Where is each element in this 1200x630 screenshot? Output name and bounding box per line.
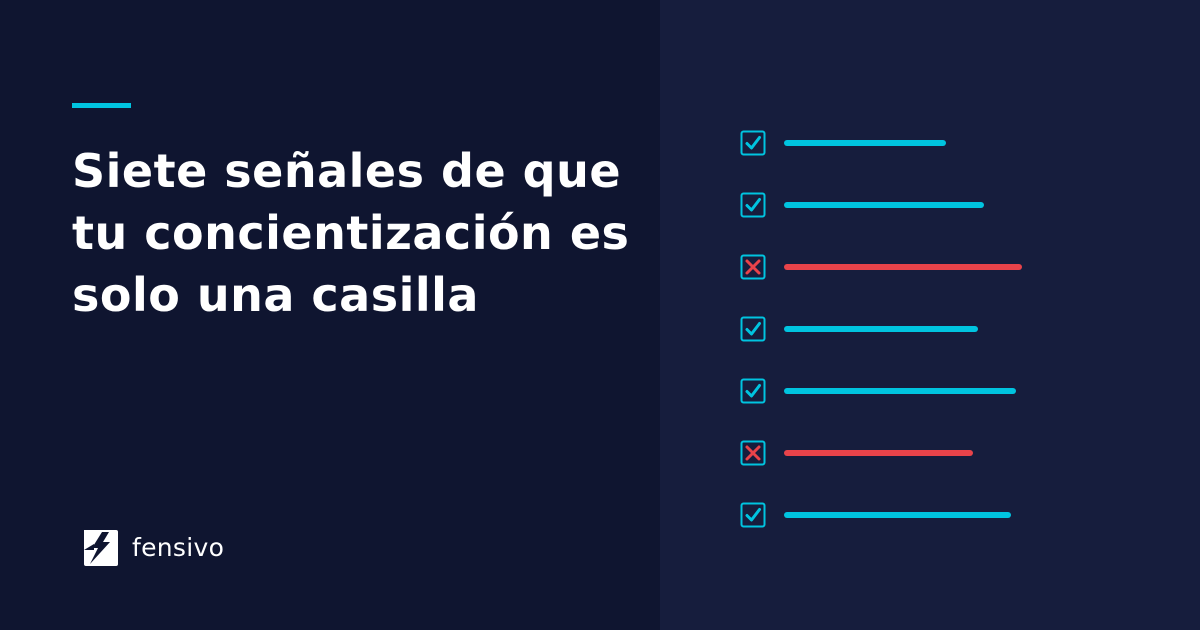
checklist-line-checked [784,140,946,146]
brand-logo: fensivo [78,526,224,570]
fensivo-logo-icon [84,530,118,566]
checkmark-icon [740,192,766,218]
headline: Siete señales de que tu concientización … [72,144,630,322]
checklist-item [740,192,1080,218]
checklist-item [740,440,1080,466]
right-panel [660,0,1200,630]
checklist-item [740,130,1080,156]
checklist-item [740,254,1080,280]
checklist-line-failed [784,450,973,456]
checklist-item [740,316,1080,342]
checkmark-icon [740,316,766,342]
checklist-item [740,378,1080,404]
checklist-line-checked [784,388,1016,394]
brand-name: fensivo [132,533,225,562]
checkmark-icon [740,130,766,156]
accent-bar [72,103,131,108]
checkmark-icon [740,378,766,404]
checkmark-icon [740,502,766,528]
cross-icon [740,440,766,466]
checklist-item [740,502,1080,528]
checklist-line-checked [784,326,978,332]
checklist-line-failed [784,264,1022,270]
checklist-line-checked [784,512,1011,518]
cross-icon [740,254,766,280]
checklist-line-checked [784,202,984,208]
